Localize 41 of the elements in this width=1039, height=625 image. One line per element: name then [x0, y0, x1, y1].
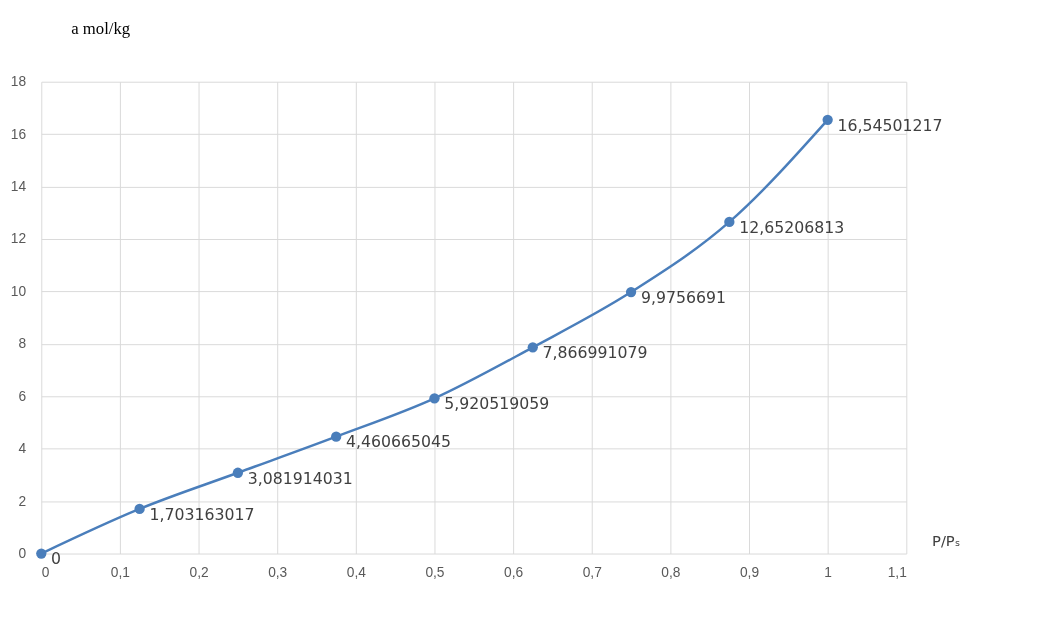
point — [232, 467, 244, 478]
data-label: 5,920519059 — [444, 394, 550, 414]
x-tick-label: 1 — [824, 564, 832, 580]
x-tick-label: 0,3 — [268, 564, 288, 580]
data-label: 4,460665045 — [346, 432, 452, 452]
point — [822, 114, 833, 126]
y-axis-title: a mol/kg — [71, 19, 131, 39]
point — [527, 342, 538, 353]
y-tick-label: 6 — [18, 388, 27, 404]
y-tick-label: 4 — [18, 441, 27, 457]
data-label: 1,703163017 — [149, 504, 255, 524]
data-label: 7,866991079 — [542, 343, 648, 363]
x-axis-title: P/Pₛ — [931, 532, 961, 550]
point — [724, 216, 735, 228]
y-tick-label: 12 — [10, 231, 27, 247]
y-tick-label: 8 — [18, 336, 27, 352]
x-tick-label: 0,1 — [110, 564, 130, 580]
x-tick-label: 0,5 — [425, 564, 445, 580]
x-tick-label: 0,9 — [739, 564, 760, 580]
x-tick-label: 0,8 — [661, 564, 681, 580]
y-tick-label: 10 — [10, 283, 27, 299]
x-tick-label: 0 — [41, 564, 50, 580]
point — [429, 393, 440, 404]
x-tick-label: 1,1 — [887, 564, 907, 580]
y-tick-label: 2 — [18, 493, 27, 509]
x-tick-label: 0,4 — [346, 564, 367, 580]
x-tick-label: 0,2 — [189, 564, 209, 580]
point — [625, 286, 637, 298]
y-tick-label: 16 — [10, 126, 27, 142]
point — [331, 431, 342, 442]
data-label: 9,9756691 — [640, 287, 726, 307]
data-label: 3,081914031 — [247, 468, 353, 488]
y-tick-label: 18 — [10, 74, 27, 90]
y-tick-label: 14 — [10, 179, 27, 194]
x-tick-label: 0,7 — [582, 564, 602, 580]
y-tick-label: 0 — [18, 545, 27, 561]
point — [134, 503, 145, 515]
data-label: 12,65206813 — [739, 217, 845, 237]
x-tick-label: 0,6 — [504, 564, 524, 580]
point — [36, 548, 47, 559]
data-label: 16,54501217 — [837, 115, 943, 135]
